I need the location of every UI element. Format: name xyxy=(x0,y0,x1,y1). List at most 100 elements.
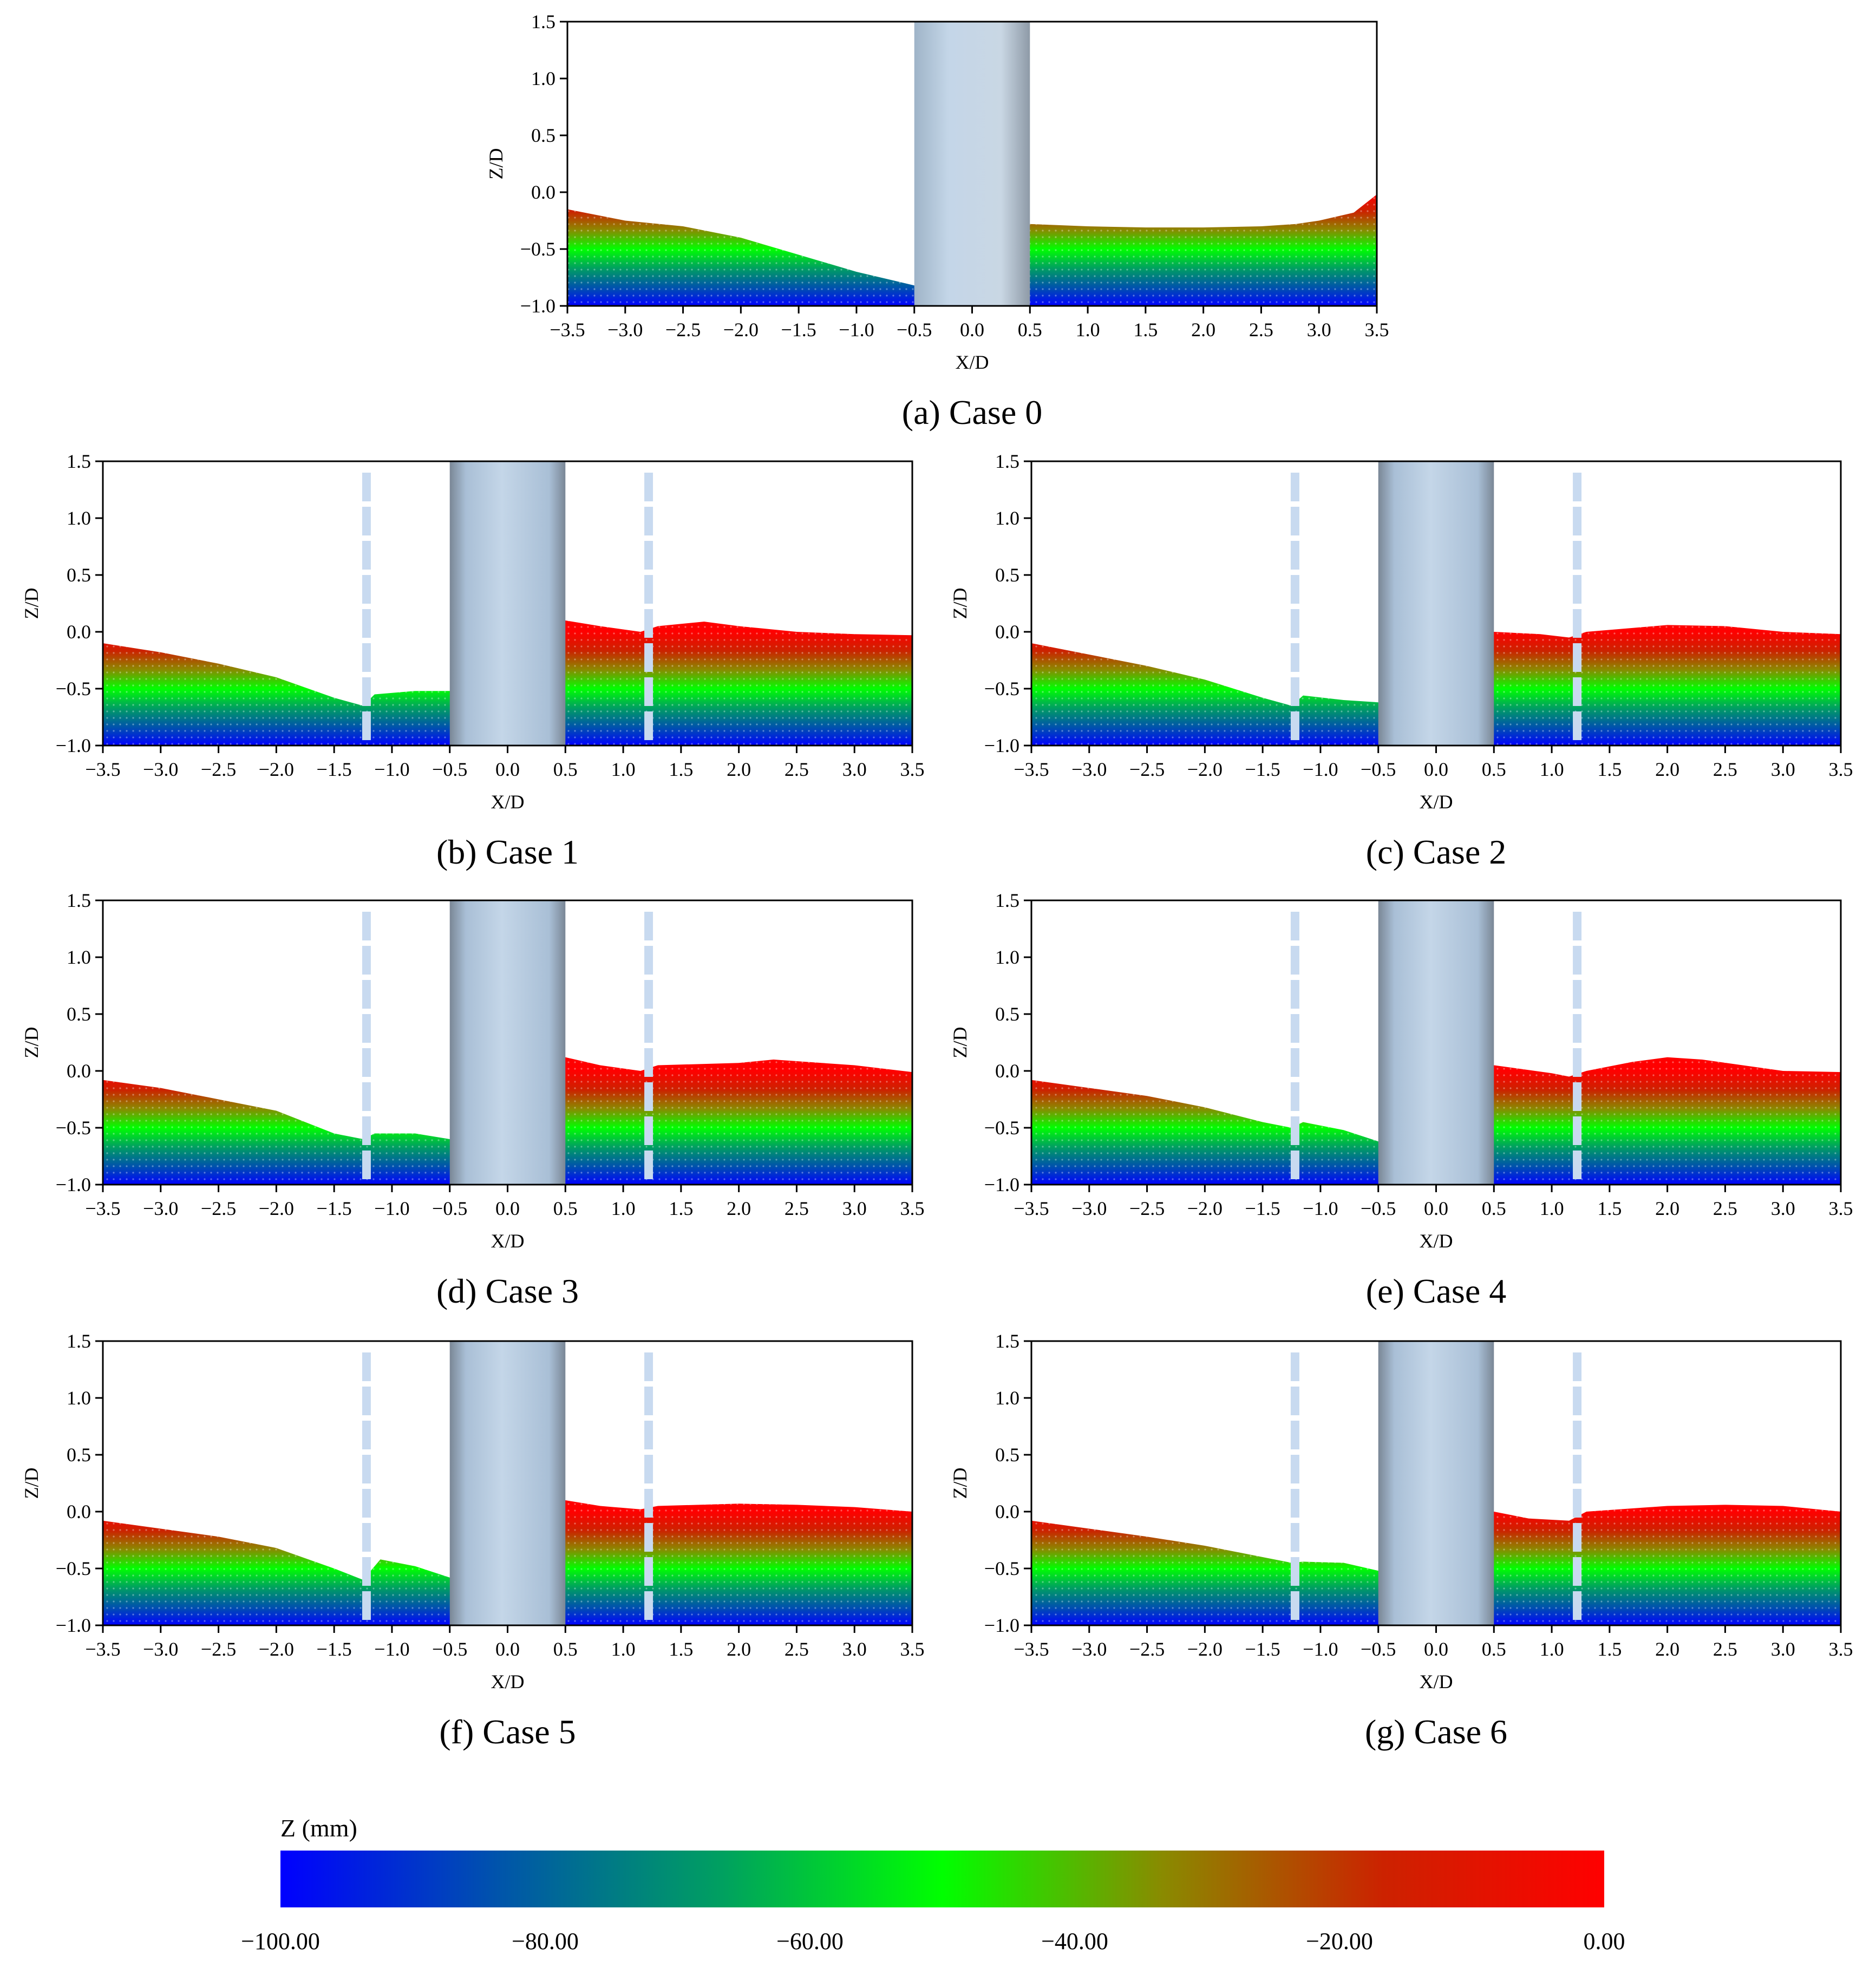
y-tick-label: −0.5 xyxy=(56,1117,91,1139)
colorbar-scale xyxy=(280,1851,1604,1907)
sediment-particles xyxy=(567,194,1377,306)
plate-segment xyxy=(362,1523,371,1552)
plate-segment xyxy=(1573,1014,1582,1043)
panel-e: −3.5 −3.0 −2.5 −2.0 −1.5 −1.0 −0.5 0.0 0.5 1.0 1.5… xyxy=(949,890,1853,1310)
x-tick-label: −3.0 xyxy=(1071,1638,1107,1660)
y-tick-label: 0.5 xyxy=(531,125,555,146)
x-tick-label: 0.5 xyxy=(1482,759,1506,780)
y-axis-label: Z/D xyxy=(21,1468,42,1499)
plate-segment xyxy=(644,1387,653,1415)
plate-segment xyxy=(1573,609,1582,638)
x-tick-label: −2.0 xyxy=(259,1638,294,1660)
plate-segment xyxy=(1573,1116,1582,1145)
plate-segment xyxy=(362,1048,371,1077)
x-tick-label: 2.5 xyxy=(785,759,809,780)
panel-caption: (g) Case 6 xyxy=(1365,1712,1507,1751)
y-tick-label: 0.5 xyxy=(67,1003,91,1025)
y-tick-label: 0.5 xyxy=(995,1003,1019,1025)
plate-segment xyxy=(362,711,371,740)
plate-segment xyxy=(1290,609,1299,638)
y-tick-label: 0.0 xyxy=(67,1501,91,1522)
plate-segment xyxy=(362,912,371,940)
pile xyxy=(1378,461,1494,746)
x-tick-label: 1.5 xyxy=(1597,1638,1622,1660)
y-tick-label: 1.5 xyxy=(67,890,91,911)
x-axis-label: X/D xyxy=(491,1671,525,1692)
x-tick-label: 2.0 xyxy=(727,759,751,780)
x-axis-label: X/D xyxy=(1420,791,1453,813)
panel-caption: (a) Case 0 xyxy=(902,393,1042,432)
plate-segment xyxy=(1290,711,1299,740)
plate-segment xyxy=(644,1048,653,1077)
pile xyxy=(449,900,566,1185)
x-tick-label: 3.0 xyxy=(842,759,867,780)
x-tick-label: −1.0 xyxy=(1303,1638,1338,1660)
plate-segment xyxy=(1290,1523,1299,1552)
plate-segment xyxy=(362,541,371,570)
x-tick-label: 0.0 xyxy=(1424,1198,1448,1219)
panel-c: −3.5 −3.0 −2.5 −2.0 −1.5 −1.0 −0.5 0.0 0.5 1.0 1.5… xyxy=(949,450,1853,871)
panel-b: −3.5 −3.0 −2.5 −2.0 −1.5 −1.0 −0.5 0.0 0.5 1.0 1.5… xyxy=(21,450,925,871)
plate-segment xyxy=(644,473,653,501)
x-tick-label: −3.5 xyxy=(85,1638,120,1660)
plate-segment xyxy=(1573,1082,1582,1111)
plate-segment xyxy=(1573,711,1582,740)
plate-segment xyxy=(1573,507,1582,535)
x-tick-label: −3.0 xyxy=(607,319,643,341)
plate-segment xyxy=(644,980,653,1009)
plate-segment xyxy=(1290,677,1299,706)
x-tick-label: 2.5 xyxy=(785,1638,809,1660)
plate-segment xyxy=(1573,1489,1582,1518)
plate-segment xyxy=(644,1557,653,1586)
y-tick-label: 0.0 xyxy=(995,1060,1019,1082)
plate-segment xyxy=(1573,1387,1582,1415)
panel-caption: (b) Case 1 xyxy=(436,833,579,871)
plate-segment xyxy=(362,507,371,535)
x-tick-label: −1.0 xyxy=(374,1198,409,1219)
plate-segment xyxy=(1290,980,1299,1009)
y-tick-label: 1.0 xyxy=(67,507,91,529)
plate-segment xyxy=(644,946,653,975)
pile xyxy=(1378,900,1494,1185)
x-tick-label: −1.0 xyxy=(374,759,409,780)
plate-segment xyxy=(1290,1455,1299,1483)
x-tick-label: 2.5 xyxy=(1249,319,1273,341)
plate-segment xyxy=(362,609,371,638)
x-tick-label: 0.0 xyxy=(960,319,984,341)
x-tick-label: −0.5 xyxy=(432,759,467,780)
plate-segment xyxy=(1573,1421,1582,1449)
plate-segment xyxy=(1573,980,1582,1009)
x-tick-label: 3.5 xyxy=(1829,759,1853,780)
plate-segment xyxy=(1290,507,1299,535)
panel-caption: (c) Case 2 xyxy=(1366,833,1506,871)
plate-segment xyxy=(644,1116,653,1145)
y-tick-label: 1.5 xyxy=(67,1330,91,1352)
x-tick-label: 3.0 xyxy=(1771,1198,1795,1219)
x-axis-label: X/D xyxy=(1420,1230,1453,1252)
plate-segment xyxy=(362,1455,371,1483)
plate-segment xyxy=(644,711,653,740)
y-axis-label: Z/D xyxy=(21,1027,42,1058)
plate-segment xyxy=(1290,575,1299,604)
panel-f: −3.5 −3.0 −2.5 −2.0 −1.5 −1.0 −0.5 0.0 0.5 1.0 1.5… xyxy=(21,1330,925,1751)
x-tick-label: 3.5 xyxy=(1829,1198,1853,1219)
x-tick-label: 0.5 xyxy=(1482,1638,1506,1660)
plate-segment xyxy=(1290,1352,1299,1381)
x-axis-label: X/D xyxy=(491,791,525,813)
x-axis-label: X/D xyxy=(956,351,989,373)
x-tick-label: −3.0 xyxy=(1071,759,1107,780)
plate-segment xyxy=(362,1014,371,1043)
plate-segment xyxy=(362,980,371,1009)
plate-segment xyxy=(644,1591,653,1620)
plate-segment xyxy=(362,1421,371,1449)
plate-segment xyxy=(1573,677,1582,706)
plate-segment xyxy=(1573,1352,1582,1381)
pile xyxy=(914,22,1030,306)
plate-segment xyxy=(1573,575,1582,604)
y-tick-label: 0.5 xyxy=(67,1444,91,1466)
plate-segment xyxy=(1290,643,1299,672)
x-tick-label: 1.0 xyxy=(1540,759,1564,780)
y-tick-label: 1.5 xyxy=(995,1330,1019,1352)
y-tick-label: 0.5 xyxy=(67,564,91,586)
